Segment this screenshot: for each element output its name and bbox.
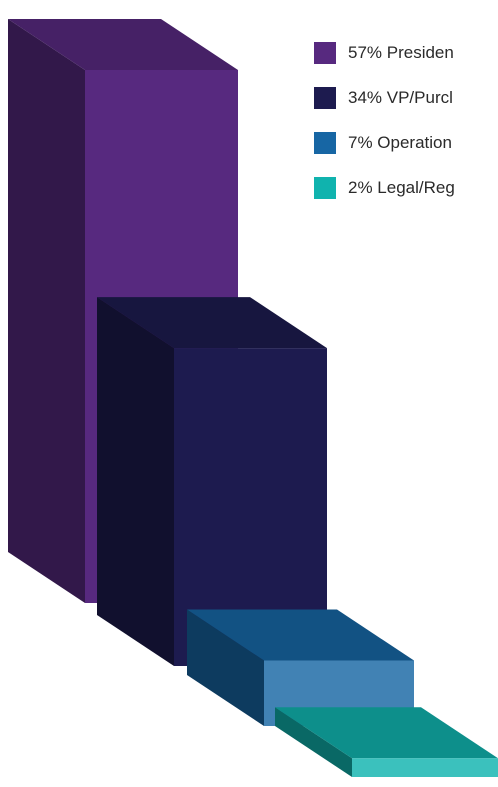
bar-operations-top (187, 609, 414, 661)
bar-vp-purchasing (97, 297, 327, 666)
legend-swatch-vp-purchasing (314, 87, 336, 109)
legend-swatch-legal-regulatory (314, 177, 336, 199)
chart-legend: 57% Presiden 34% VP/Purcl 7% Operation 2… (314, 42, 498, 222)
bar-legal-regulatory-side (275, 707, 352, 777)
bar-president-side (8, 19, 85, 603)
legend-item-president: 57% Presiden (314, 42, 498, 64)
legend-swatch-operations (314, 132, 336, 154)
legend-swatch-president (314, 42, 336, 64)
bar-legal-regulatory-top (275, 707, 498, 759)
legend-label-president: 57% Presiden (348, 43, 454, 62)
bar-operations-side (187, 609, 264, 726)
bar-legal-regulatory (275, 707, 498, 777)
legend-item-vp-purchasing: 34% VP/Purcl (314, 87, 498, 109)
legend-item-operations: 7% Operation (314, 132, 498, 154)
bar-vp-purchasing-side (97, 297, 174, 666)
legend-label-operations: 7% Operation (348, 133, 452, 152)
bar-president-top (8, 19, 238, 70)
legend-label-legal-regulatory: 2% Legal/Reg (348, 178, 455, 197)
bar-vp-purchasing-top (97, 297, 327, 349)
bar-legal-regulatory-front (352, 758, 498, 777)
legend-label-vp-purchasing: 34% VP/Purcl (348, 88, 453, 107)
bar-vp-purchasing-front (174, 348, 327, 666)
legend-item-legal-regulatory: 2% Legal/Reg (314, 177, 498, 199)
